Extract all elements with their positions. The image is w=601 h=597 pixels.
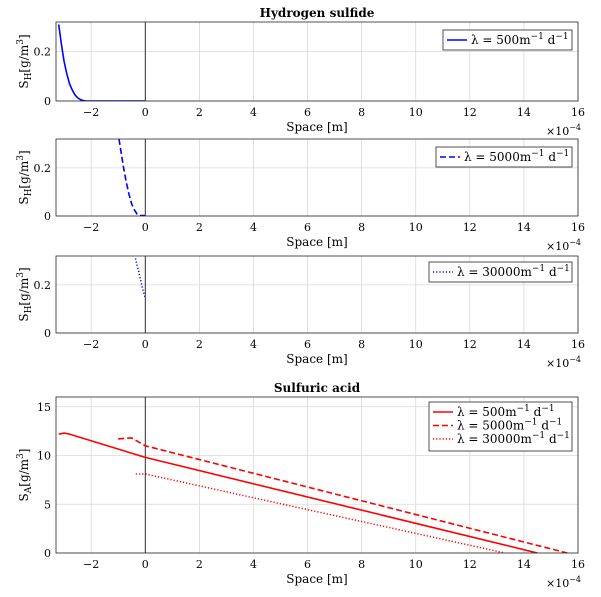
x-tick-label: 4	[250, 221, 257, 234]
series-line-1	[134, 258, 147, 299]
legend-box	[442, 29, 573, 51]
x-tick-label: 2	[196, 558, 203, 571]
legend-label-2: λ = 5000m−1 d−1	[457, 418, 562, 433]
legend-label-1: λ = 500m−1 d−1	[457, 404, 555, 419]
x-tick-label: 8	[358, 338, 365, 351]
x-tick-label: 12	[463, 106, 477, 119]
y-axis-label: SH[g/m3]	[16, 150, 34, 204]
x-tick-label: 10	[409, 338, 423, 351]
x-tick-label: 10	[409, 221, 423, 234]
legend-label-1: λ = 500m−1 d−1	[471, 32, 569, 47]
panel-4: −2 0 2 4 6 8 10 12 14 16 0 5 10 15 Sulfuric acid Space …	[16, 381, 585, 590]
x-tick-label: 4	[250, 106, 257, 119]
x-tick-label: 8	[358, 558, 365, 571]
x-tick-label: 16	[571, 558, 585, 571]
x-tick-label: 8	[358, 106, 365, 119]
series-line-2	[118, 437, 568, 553]
series-line-1	[118, 139, 146, 216]
legend-label-3: λ = 30000m−1 d−1	[457, 431, 570, 446]
legend-label-1: λ = 30000m−1 d−1	[457, 264, 570, 279]
panel-3: −2 0 2 4 6 8 10 12 14 16 0 0.2 Space [m] ×10−4 SH[g/m3…	[16, 255, 585, 370]
panel-2: −2 0 2 4 6 8 10 12 14 16 0 0.2 Space [m] ×10−4 SH[g/m3…	[16, 138, 585, 253]
legend-label-1: λ = 5000m−1 d−1	[464, 149, 569, 164]
x-tick-label: 14	[517, 221, 531, 234]
legend: λ = 500m−1 d−1	[442, 29, 573, 51]
y-tick-label: 0.2	[34, 162, 52, 175]
y-tick-label: 0	[44, 95, 51, 108]
axes-frame	[55, 396, 579, 554]
x-tick-label: 16	[571, 221, 585, 234]
x-tick-label: 6	[304, 106, 311, 119]
x-tick-label: 12	[463, 558, 477, 571]
y-tick-label: 0.2	[34, 46, 52, 59]
y-axis-label: SH[g/m3]	[16, 267, 34, 321]
chart-title: Sulfuric acid	[274, 381, 361, 395]
x-tick-label: 14	[517, 106, 531, 119]
x-tick-label: 14	[517, 338, 531, 351]
x-tick-label: 0	[142, 558, 149, 571]
x-tick-label: 16	[571, 338, 585, 351]
series-line-1	[58, 432, 538, 553]
x-tick-label: 2	[196, 106, 203, 119]
y-tick-label: 0	[44, 547, 51, 560]
x-tick-label: 2	[196, 338, 203, 351]
x-tick-label: 6	[304, 558, 311, 571]
x-tick-label: 12	[463, 338, 477, 351]
series-line-1	[57, 24, 146, 101]
y-tick-label: 0.2	[34, 279, 52, 292]
x-axis-label: Space [m]	[286, 572, 347, 586]
x-tick-label: 2	[196, 221, 203, 234]
x-tick-label: 12	[463, 221, 477, 234]
x-tick-label: 4	[250, 338, 257, 351]
y-tick-label: 15	[37, 401, 51, 414]
x-tick-label: 16	[571, 106, 585, 119]
x-tick-label: 6	[304, 221, 311, 234]
legend: λ = 5000m−1 d−1	[435, 146, 573, 168]
x-tick-label: −2	[83, 338, 99, 351]
y-axis-label: SA[g/m3]	[16, 449, 34, 502]
x-tick-label: 10	[409, 558, 423, 571]
x-tick-label: 6	[304, 338, 311, 351]
x-multiplier: ×10−4	[546, 355, 581, 370]
legend-box	[428, 401, 573, 452]
chart-title: Hydrogen sulfide	[260, 6, 375, 20]
legend: λ = 500m−1 d−1λ = 5000m−1 d−1λ = 30000m−…	[428, 401, 573, 452]
y-tick-label: 0	[44, 327, 51, 340]
legend-box	[435, 146, 573, 168]
axes-frame	[55, 255, 579, 334]
x-tick-label: −2	[83, 558, 99, 571]
axes-frame	[55, 21, 579, 102]
x-tick-label: 0	[142, 221, 149, 234]
x-tick-label: 0	[142, 338, 149, 351]
x-axis-label: Space [m]	[286, 235, 347, 249]
x-axis-label: Space [m]	[286, 120, 347, 134]
axes-frame	[55, 138, 579, 217]
x-tick-label: −2	[83, 106, 99, 119]
x-tick-label: −2	[83, 221, 99, 234]
legend: λ = 30000m−1 d−1	[428, 261, 573, 283]
y-tick-label: 10	[37, 450, 51, 463]
x-tick-label: 14	[517, 558, 531, 571]
x-axis-label: Space [m]	[286, 352, 347, 366]
x-tick-label: 4	[250, 558, 257, 571]
y-tick-label: 0	[44, 210, 51, 223]
legend-box	[428, 261, 573, 283]
x-tick-label: 8	[358, 221, 365, 234]
x-multiplier: ×10−4	[546, 123, 581, 138]
x-tick-label: 0	[142, 106, 149, 119]
panel-1: −2 0 2 4 6 8 10 12 14 16 0 0.2 Hydrogen sulfide Space…	[16, 6, 585, 138]
x-multiplier: ×10−4	[546, 238, 581, 253]
x-tick-label: 10	[409, 106, 423, 119]
y-axis-label: SH[g/m3]	[16, 34, 34, 88]
x-multiplier: ×10−4	[546, 575, 581, 590]
y-tick-label: 5	[44, 498, 51, 511]
series-line-3	[135, 473, 506, 553]
